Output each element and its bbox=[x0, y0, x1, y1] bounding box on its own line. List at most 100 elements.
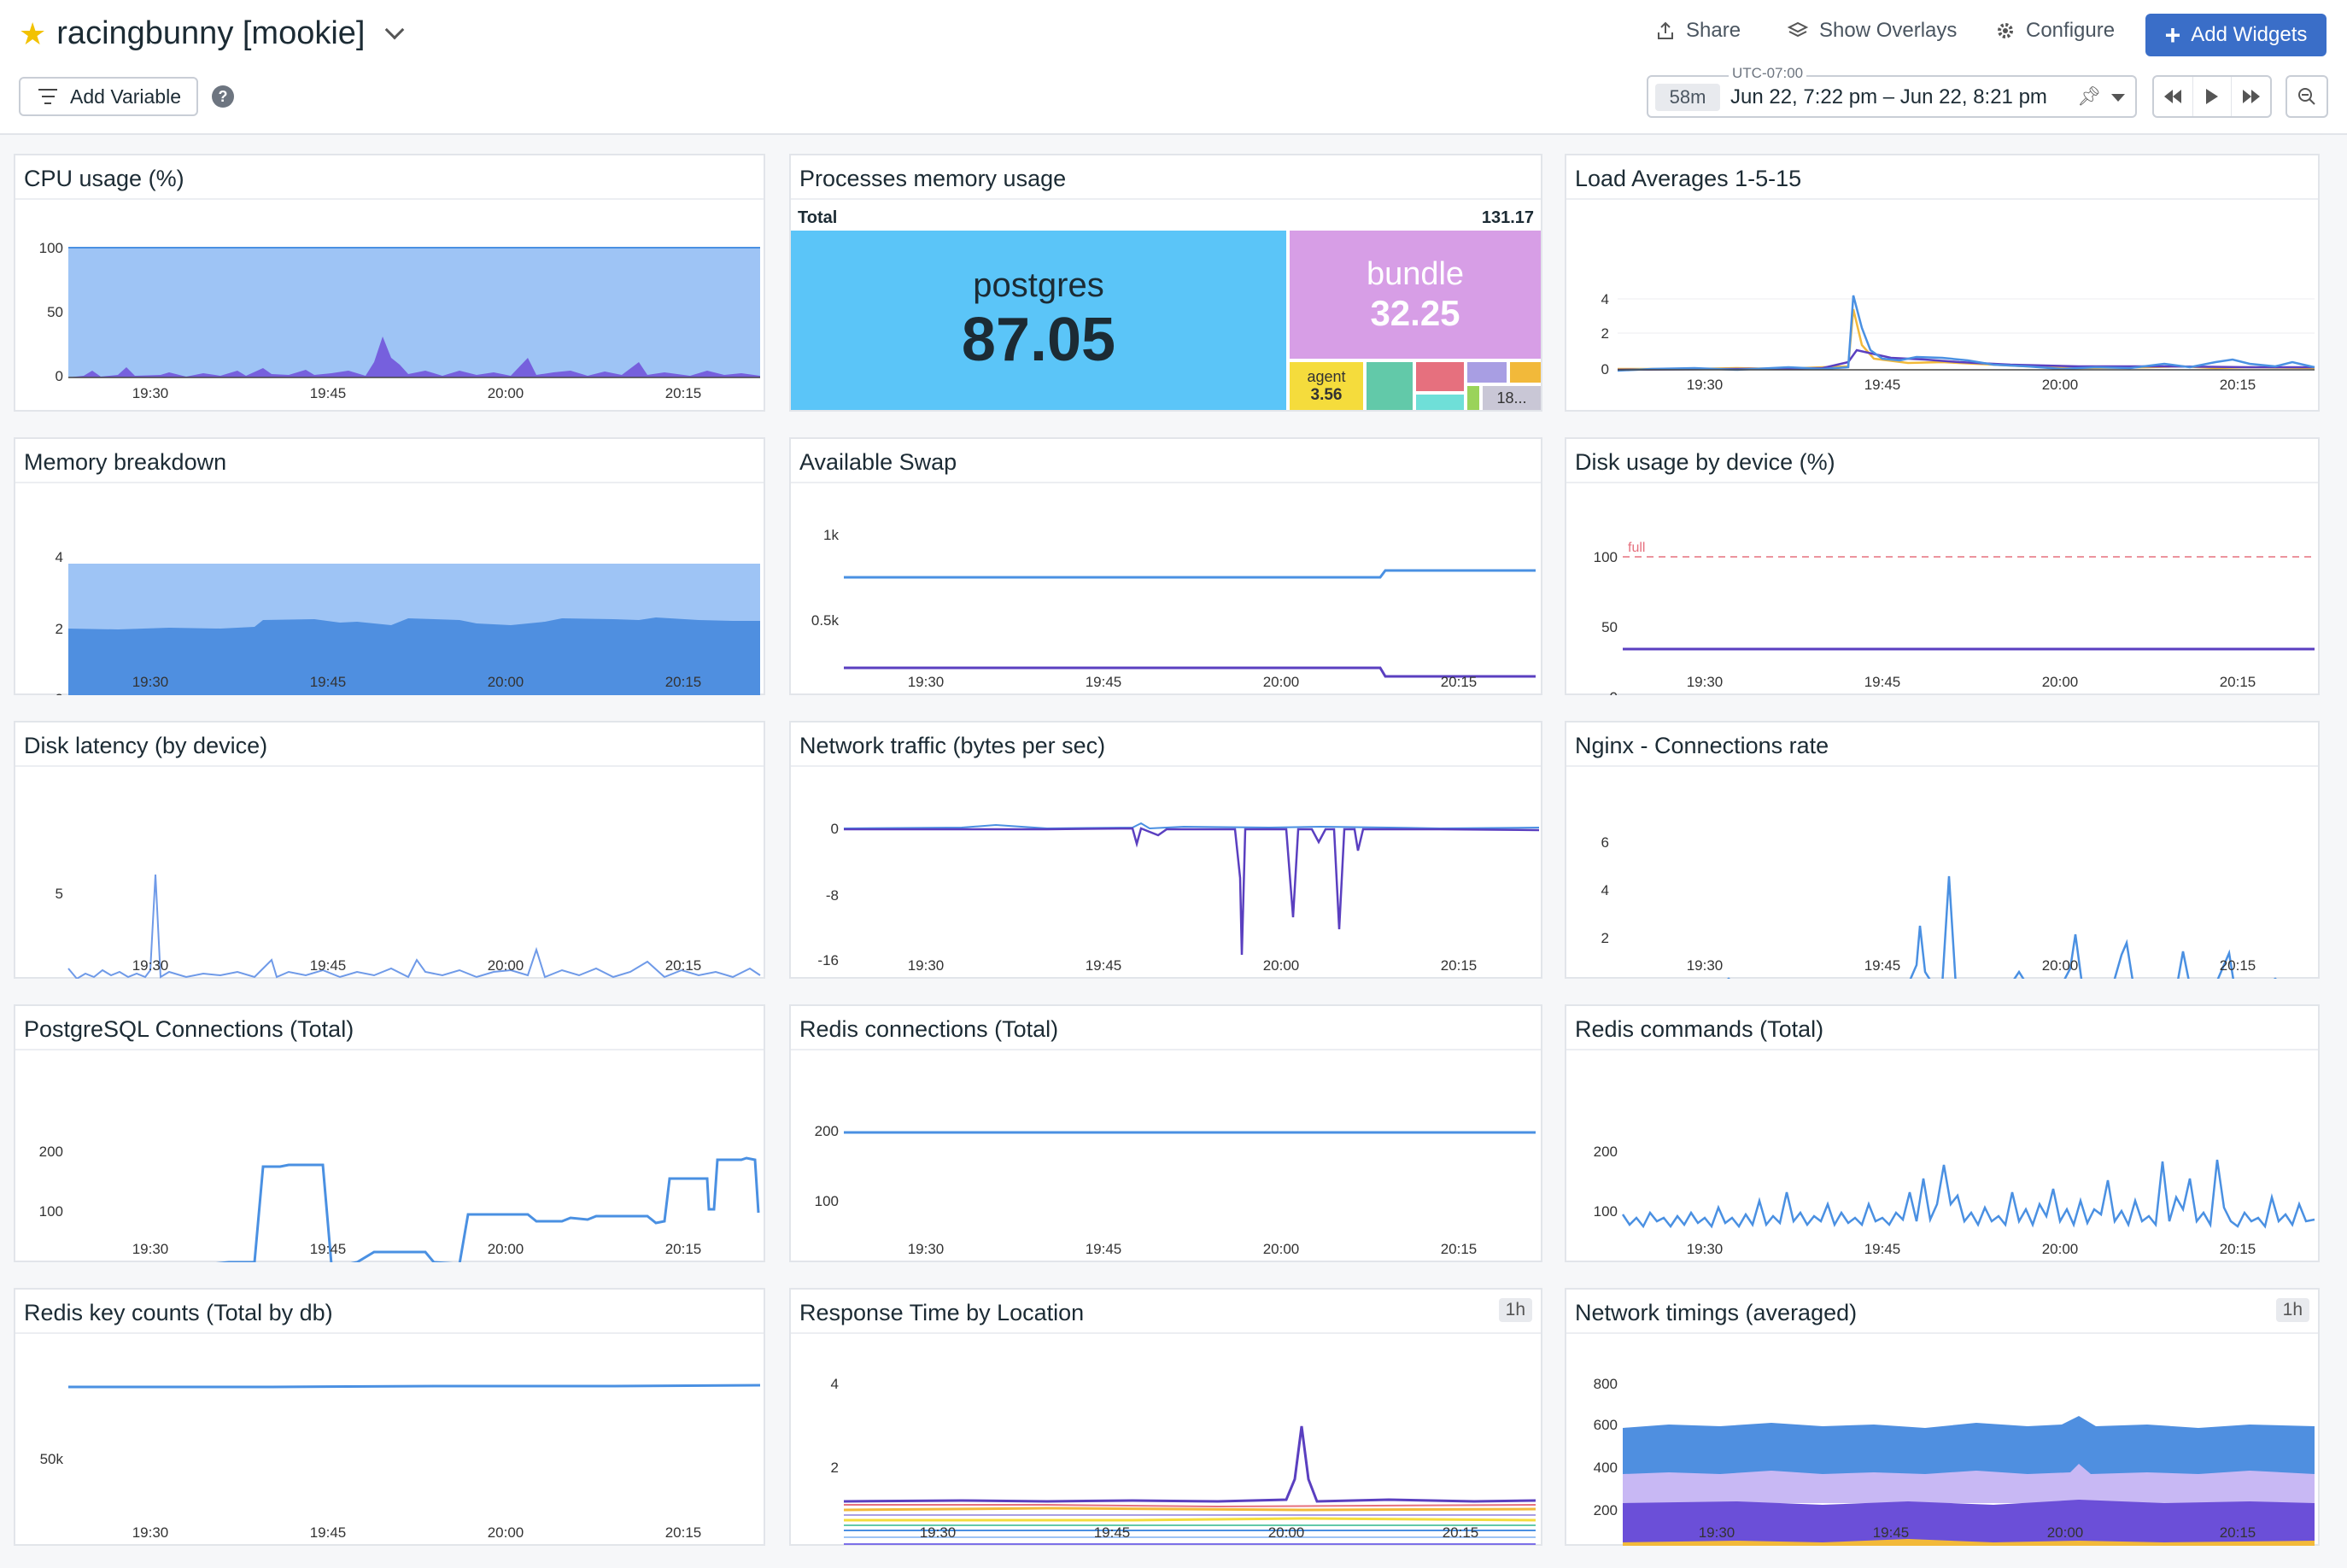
treemap-cell[interactable] bbox=[1467, 386, 1479, 410]
network-timings-chart: 800 600 400 200 0 bbox=[1594, 1376, 2315, 1546]
time-range-picker[interactable]: 58m Jun 22, 7:22 pm – Jun 22, 8:21 pm 📌︎ bbox=[1647, 75, 2137, 118]
widget-memory-breakdown[interactable]: Memory breakdown 4 2 0 19:30 19:45 20:00… bbox=[14, 437, 765, 695]
widget-disk-usage[interactable]: Disk usage by device (%) 100 50 0 full 1… bbox=[1565, 437, 2320, 695]
svg-text:20:00: 20:00 bbox=[1263, 957, 1300, 974]
x-axis-labels: 19:30 19:45 20:00 20:15 bbox=[1687, 1241, 2256, 1257]
widget-load-averages[interactable]: Load Averages 1-5-15 4 2 0 19:30 19:45 2… bbox=[1565, 154, 2320, 412]
treemap-cell[interactable] bbox=[1510, 362, 1541, 383]
dashboard-header: ★ racingbunny [mookie] Add Variable ? Sh… bbox=[0, 0, 2347, 135]
time-navigation bbox=[2152, 75, 2272, 118]
svg-text:19:45: 19:45 bbox=[1864, 674, 1901, 690]
x-axis-labels: 19:30 19:45 20:00 20:15 bbox=[1687, 957, 2256, 974]
load-chart: 4 2 0 19:30 19:45 20:00 20:15 bbox=[1601, 291, 2315, 393]
caret-down-icon[interactable] bbox=[2111, 94, 2125, 102]
widget-available-swap[interactable]: Available Swap 1k 0.5k 0 19:30 19:45 20:… bbox=[789, 437, 1542, 695]
svg-text:19:30: 19:30 bbox=[1687, 1241, 1724, 1257]
svg-text:19:45: 19:45 bbox=[310, 1241, 347, 1257]
treemap-cell[interactable] bbox=[1367, 362, 1413, 410]
svg-text:20:15: 20:15 bbox=[1441, 674, 1478, 690]
widget-redis-commands[interactable]: Redis commands (Total) 200 100 0 19:30 1… bbox=[1565, 1004, 2320, 1262]
svg-text:0: 0 bbox=[1610, 1543, 1618, 1546]
add-variable-button[interactable]: Add Variable bbox=[19, 77, 198, 116]
svg-text:19:30: 19:30 bbox=[132, 1524, 169, 1541]
widget-cpu-usage[interactable]: CPU usage (%) 100 50 0 19:30 19:45 20:00… bbox=[14, 154, 765, 412]
widget-redis-connections[interactable]: Redis connections (Total) 200 100 0 19:3… bbox=[789, 1004, 1542, 1262]
favorite-star-icon[interactable]: ★ bbox=[19, 15, 47, 51]
widget-title: PostgreSQL Connections (Total) bbox=[24, 1016, 354, 1042]
svg-text:400: 400 bbox=[1594, 1460, 1618, 1476]
fast-forward-icon bbox=[2242, 90, 2260, 103]
x-axis-labels: 19:30 19:45 20:00 20:15 bbox=[132, 674, 702, 690]
dashboard-title[interactable]: racingbunny [mookie] bbox=[56, 15, 366, 51]
treemap-cell[interactable] bbox=[1416, 395, 1464, 410]
zoom-out-button[interactable] bbox=[2286, 75, 2328, 118]
widget-nginx-connections[interactable]: Nginx - Connections rate 6 4 2 0 19:30 1… bbox=[1565, 721, 2320, 979]
widget-title: Network traffic (bytes per sec) bbox=[799, 733, 1106, 758]
svg-text:20:15: 20:15 bbox=[1441, 1241, 1478, 1257]
timezone-label: UTC-07:00 bbox=[1729, 65, 1807, 82]
widget-response-time[interactable]: Response Time by Location 1h 4 2 0 19:30… bbox=[789, 1288, 1542, 1546]
x-axis-labels: 19:30 19:45 20:00 20:15 bbox=[908, 1241, 1478, 1257]
play-button[interactable] bbox=[2193, 77, 2233, 116]
svg-text:20:00: 20:00 bbox=[2042, 377, 2079, 393]
widget-network-traffic[interactable]: Network traffic (bytes per sec) 0 -8 -16… bbox=[789, 721, 1542, 979]
svg-text:19:45: 19:45 bbox=[310, 674, 347, 690]
svg-text:19:45: 19:45 bbox=[1864, 957, 1901, 974]
widget-title: CPU usage (%) bbox=[24, 166, 184, 191]
widget-postgresql-connections[interactable]: PostgreSQL Connections (Total) 200 100 0… bbox=[14, 1004, 765, 1262]
svg-text:20:00: 20:00 bbox=[488, 674, 524, 690]
svg-text:20:00: 20:00 bbox=[2047, 1524, 2084, 1541]
svg-text:200: 200 bbox=[39, 1144, 63, 1160]
svg-text:100: 100 bbox=[1594, 1203, 1618, 1220]
configure-button[interactable]: Configure bbox=[1995, 19, 2115, 43]
share-label: Share bbox=[1686, 19, 1741, 42]
svg-text:19:45: 19:45 bbox=[1864, 1241, 1901, 1257]
rewind-button[interactable] bbox=[2154, 77, 2193, 116]
add-variable-label: Add Variable bbox=[70, 85, 181, 108]
chevron-down-icon[interactable] bbox=[384, 20, 404, 39]
treemap-cell[interactable] bbox=[1416, 362, 1464, 391]
svg-text:20:00: 20:00 bbox=[488, 1524, 524, 1541]
svg-text:19:30: 19:30 bbox=[908, 957, 945, 974]
svg-text:-8: -8 bbox=[826, 887, 839, 904]
fast-forward-button[interactable] bbox=[2232, 77, 2270, 116]
svg-text:2: 2 bbox=[1601, 325, 1609, 342]
widget-network-timings[interactable]: Network timings (averaged) 1h 800 600 40… bbox=[1565, 1288, 2320, 1546]
x-axis-labels: 19:30 19:45 20:00 20:15 bbox=[920, 1524, 1479, 1541]
widget-processes-memory[interactable]: Processes memory usage Total 131.17 post… bbox=[789, 154, 1542, 412]
x-axis-labels: 19:30 19:45 20:00 20:15 bbox=[908, 674, 1478, 690]
help-icon[interactable]: ? bbox=[212, 85, 234, 108]
zoom-out-icon bbox=[2298, 88, 2315, 105]
show-overlays-button[interactable]: Show Overlays bbox=[1787, 19, 1957, 43]
widget-disk-latency[interactable]: Disk latency (by device) 5 0 19:30 19:45… bbox=[14, 721, 765, 979]
treemap-cell-other[interactable]: 18... bbox=[1483, 386, 1541, 410]
svg-text:0: 0 bbox=[831, 821, 839, 837]
svg-text:50: 50 bbox=[1601, 619, 1618, 635]
svg-text:50: 50 bbox=[47, 304, 63, 320]
treemap-cell[interactable] bbox=[1467, 362, 1507, 383]
treemap-cell-postgres[interactable]: postgres 87.05 bbox=[791, 231, 1286, 410]
svg-text:600: 600 bbox=[1594, 1417, 1618, 1433]
svg-text:19:30: 19:30 bbox=[132, 1241, 169, 1257]
svg-text:20:00: 20:00 bbox=[2042, 957, 2079, 974]
svg-text:19:45: 19:45 bbox=[1094, 1524, 1131, 1541]
svg-text:19:30: 19:30 bbox=[920, 1524, 957, 1541]
widget-redis-key-counts[interactable]: Redis key counts (Total by db) 50k 0 19:… bbox=[14, 1288, 765, 1546]
svg-text:20:00: 20:00 bbox=[2042, 1241, 2079, 1257]
pin-icon[interactable]: 📌︎ bbox=[2077, 85, 2101, 107]
duration-pill: 58m bbox=[1655, 84, 1720, 111]
svg-text:20:15: 20:15 bbox=[665, 1524, 702, 1541]
treemap-cell-bundle[interactable]: bundle 32.25 bbox=[1290, 231, 1541, 359]
add-widgets-button[interactable]: + Add Widgets bbox=[2145, 14, 2327, 56]
svg-text:19:30: 19:30 bbox=[908, 1241, 945, 1257]
cpu-chart: 100 50 0 19:30 19:45 20:00 20:15 bbox=[39, 240, 760, 401]
treemap-cell-agent[interactable]: agent 3.56 bbox=[1290, 362, 1363, 410]
postgresql-chart: 200 100 0 bbox=[39, 1144, 760, 1262]
svg-text:0: 0 bbox=[1601, 978, 1609, 979]
svg-text:5: 5 bbox=[56, 886, 63, 902]
plus-icon: + bbox=[2164, 20, 2181, 50]
widget-title: Network timings (averaged) bbox=[1575, 1300, 1858, 1325]
redis-connections-chart: 200 100 0 bbox=[815, 1123, 1536, 1209]
svg-text:19:45: 19:45 bbox=[1086, 957, 1122, 974]
share-button[interactable]: Share bbox=[1655, 19, 1741, 43]
